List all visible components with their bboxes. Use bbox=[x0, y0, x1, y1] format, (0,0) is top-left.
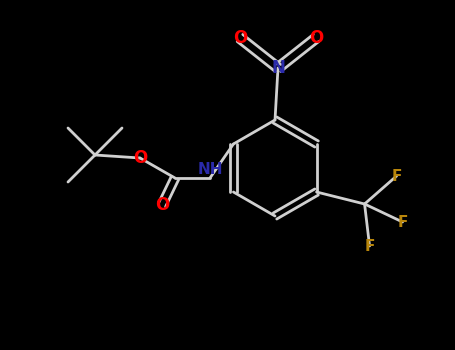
Text: F: F bbox=[364, 238, 375, 253]
Text: F: F bbox=[391, 168, 402, 183]
Text: NH: NH bbox=[197, 162, 223, 177]
Text: N: N bbox=[271, 59, 285, 77]
Text: O: O bbox=[233, 29, 247, 47]
Text: O: O bbox=[133, 149, 147, 167]
Text: O: O bbox=[309, 29, 323, 47]
Text: F: F bbox=[397, 215, 408, 230]
Text: O: O bbox=[155, 196, 169, 214]
